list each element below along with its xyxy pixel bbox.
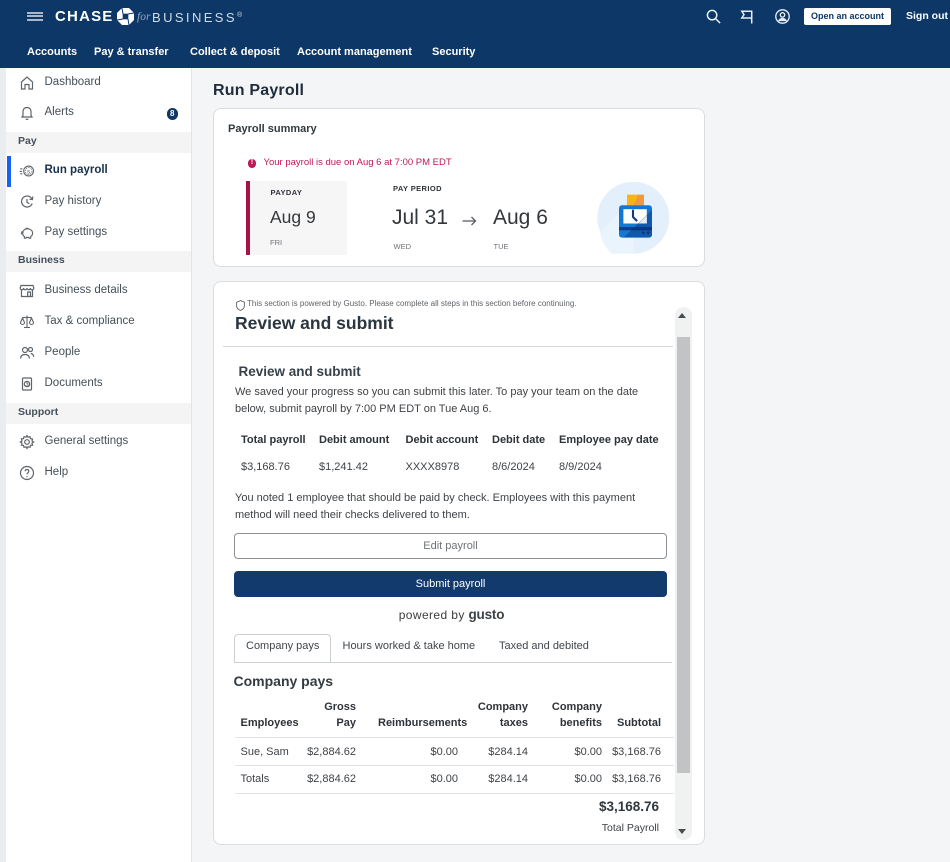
svg-text:$: $ bbox=[25, 381, 29, 388]
svg-text:s: s bbox=[27, 168, 31, 175]
